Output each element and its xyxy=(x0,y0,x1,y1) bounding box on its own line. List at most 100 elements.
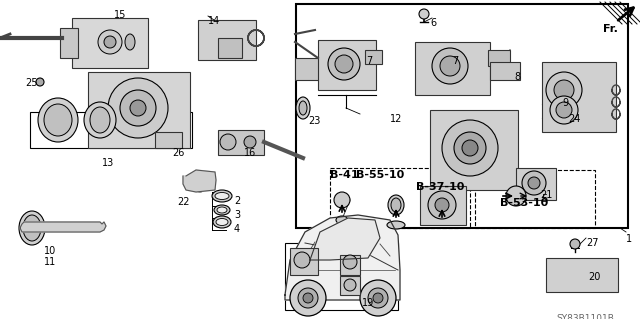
Text: B-41: B-41 xyxy=(330,170,358,180)
Ellipse shape xyxy=(299,101,307,115)
FancyBboxPatch shape xyxy=(430,110,518,190)
Ellipse shape xyxy=(217,207,227,213)
Circle shape xyxy=(36,78,44,86)
Bar xyxy=(475,170,595,228)
Ellipse shape xyxy=(84,102,116,138)
Text: 3: 3 xyxy=(234,210,240,220)
Circle shape xyxy=(303,293,313,303)
Circle shape xyxy=(130,100,146,116)
Circle shape xyxy=(294,252,310,268)
Bar xyxy=(285,243,398,310)
Circle shape xyxy=(360,280,396,316)
FancyBboxPatch shape xyxy=(546,258,618,292)
Text: 5: 5 xyxy=(541,194,547,204)
Ellipse shape xyxy=(215,192,229,199)
Ellipse shape xyxy=(38,98,78,142)
Circle shape xyxy=(344,279,356,291)
Polygon shape xyxy=(20,222,106,232)
Text: 9: 9 xyxy=(562,98,568,108)
FancyBboxPatch shape xyxy=(60,28,78,58)
Ellipse shape xyxy=(125,34,135,50)
Circle shape xyxy=(554,80,574,100)
Text: 19: 19 xyxy=(362,298,374,308)
Text: 26: 26 xyxy=(172,148,184,158)
Circle shape xyxy=(546,72,582,108)
FancyBboxPatch shape xyxy=(155,132,182,148)
Text: 22: 22 xyxy=(177,197,190,207)
Ellipse shape xyxy=(387,221,405,229)
Text: 2: 2 xyxy=(234,196,240,206)
Text: 16: 16 xyxy=(244,148,256,158)
Ellipse shape xyxy=(388,195,404,215)
Polygon shape xyxy=(310,218,380,260)
FancyBboxPatch shape xyxy=(340,255,360,275)
Circle shape xyxy=(98,30,122,54)
Circle shape xyxy=(435,198,449,212)
Circle shape xyxy=(550,96,578,124)
Ellipse shape xyxy=(296,97,310,119)
Circle shape xyxy=(432,48,468,84)
Bar xyxy=(30,112,192,148)
Ellipse shape xyxy=(216,219,228,226)
Circle shape xyxy=(328,48,360,80)
Circle shape xyxy=(419,9,429,19)
Ellipse shape xyxy=(213,216,231,228)
Ellipse shape xyxy=(193,173,207,183)
Circle shape xyxy=(368,288,388,308)
Bar xyxy=(296,4,628,228)
FancyBboxPatch shape xyxy=(218,130,264,155)
Text: 11: 11 xyxy=(44,257,56,267)
Text: 13: 13 xyxy=(102,158,114,168)
FancyBboxPatch shape xyxy=(198,20,256,60)
FancyBboxPatch shape xyxy=(218,38,242,58)
Circle shape xyxy=(343,255,357,269)
Bar xyxy=(330,168,470,228)
Text: 12: 12 xyxy=(390,114,403,124)
FancyBboxPatch shape xyxy=(490,62,520,80)
Circle shape xyxy=(506,186,526,206)
Circle shape xyxy=(522,171,546,195)
Text: 10: 10 xyxy=(44,246,56,256)
Text: 1: 1 xyxy=(626,234,632,244)
Text: B-37-10: B-37-10 xyxy=(416,182,465,192)
FancyBboxPatch shape xyxy=(488,50,510,66)
Text: 27: 27 xyxy=(586,238,598,248)
Polygon shape xyxy=(285,215,400,300)
Text: 24: 24 xyxy=(568,114,580,124)
Ellipse shape xyxy=(19,211,45,245)
Ellipse shape xyxy=(195,184,205,192)
FancyBboxPatch shape xyxy=(72,18,148,68)
Ellipse shape xyxy=(391,198,401,212)
Text: 4: 4 xyxy=(234,224,240,234)
Circle shape xyxy=(298,288,318,308)
FancyBboxPatch shape xyxy=(415,42,490,95)
Text: 7: 7 xyxy=(452,56,458,66)
Circle shape xyxy=(290,280,326,316)
Circle shape xyxy=(528,177,540,189)
Circle shape xyxy=(442,120,498,176)
FancyBboxPatch shape xyxy=(295,58,320,80)
Circle shape xyxy=(108,78,168,138)
FancyBboxPatch shape xyxy=(420,186,466,225)
Text: Fr.: Fr. xyxy=(603,24,618,34)
FancyBboxPatch shape xyxy=(340,276,360,295)
Text: 8: 8 xyxy=(514,72,520,82)
Ellipse shape xyxy=(336,216,348,224)
FancyBboxPatch shape xyxy=(318,40,376,90)
Text: 25: 25 xyxy=(26,78,38,88)
Text: SY83B1101B: SY83B1101B xyxy=(556,314,614,319)
Circle shape xyxy=(556,102,572,118)
Circle shape xyxy=(220,134,236,150)
FancyBboxPatch shape xyxy=(542,62,616,132)
Ellipse shape xyxy=(214,205,230,215)
Circle shape xyxy=(570,239,580,249)
Text: 23: 23 xyxy=(308,116,321,126)
Bar xyxy=(26,222,38,234)
Ellipse shape xyxy=(44,104,72,136)
Text: 7: 7 xyxy=(366,56,372,66)
Polygon shape xyxy=(183,170,216,192)
Ellipse shape xyxy=(23,215,41,241)
Circle shape xyxy=(440,56,460,76)
Text: 20: 20 xyxy=(588,272,600,282)
Text: 15: 15 xyxy=(114,10,126,20)
